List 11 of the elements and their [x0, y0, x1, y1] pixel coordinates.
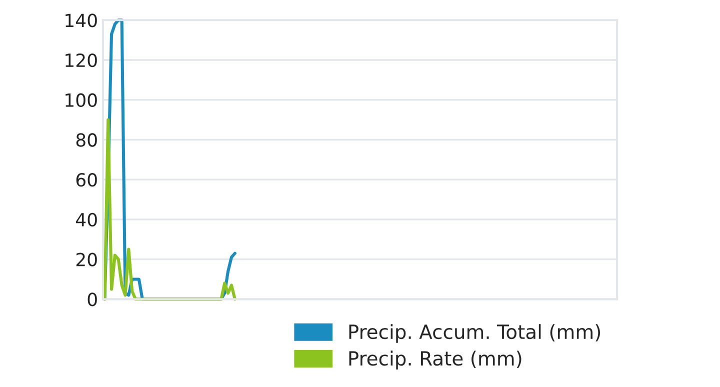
y-tick-label: 140	[66, 14, 97, 28]
legend-label: Precip. Accum. Total (mm)	[349, 324, 600, 343]
legend-label: Precip. Rate (mm)	[349, 350, 522, 370]
y-tick-label: 20	[76, 252, 97, 266]
y-tick-label: 0	[88, 292, 97, 306]
y-tick-label: 100	[66, 93, 97, 107]
y-tick-label: 120	[66, 53, 97, 68]
y-tick-label: 40	[76, 212, 97, 227]
y-tick-label: 60	[76, 173, 97, 187]
y-tick-label: 80	[76, 133, 97, 147]
line-series	[103, 118, 236, 301]
